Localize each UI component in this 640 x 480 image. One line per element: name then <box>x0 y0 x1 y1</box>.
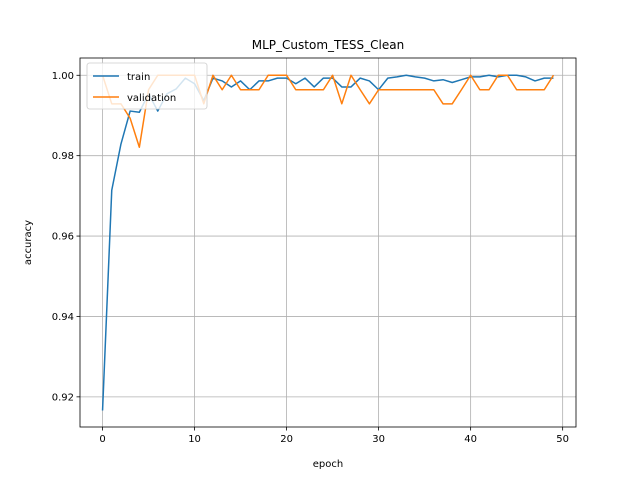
x-tick-label: 30 <box>372 434 385 445</box>
axis-ticks: 0 10 20 30 40 50 0.92 0.94 0.96 0.98 1.00 <box>52 71 569 445</box>
plot-frame <box>79 57 577 428</box>
y-tick-label: 0.96 <box>52 232 74 243</box>
legend-label-validation: validation <box>127 93 176 104</box>
y-tick-label: 1.00 <box>52 71 74 82</box>
legend: train validation <box>86 62 208 110</box>
y-tick-label: 0.98 <box>52 151 74 162</box>
x-tick-label: 0 <box>99 434 105 445</box>
chart-title: MLP_Custom_TESS_Clean <box>252 38 404 52</box>
x-axis-label: epoch <box>313 459 343 470</box>
y-tick-label: 0.92 <box>52 392 74 403</box>
x-tick-label: 20 <box>280 434 293 445</box>
plot-area <box>80 58 576 427</box>
x-tick-label: 40 <box>464 434 477 445</box>
x-tick-label: 50 <box>556 434 569 445</box>
x-tick-label: 10 <box>188 434 201 445</box>
y-tick-label: 0.94 <box>52 312 74 323</box>
y-axis-label: accuracy <box>23 220 34 265</box>
legend-label-train: train <box>127 72 150 83</box>
